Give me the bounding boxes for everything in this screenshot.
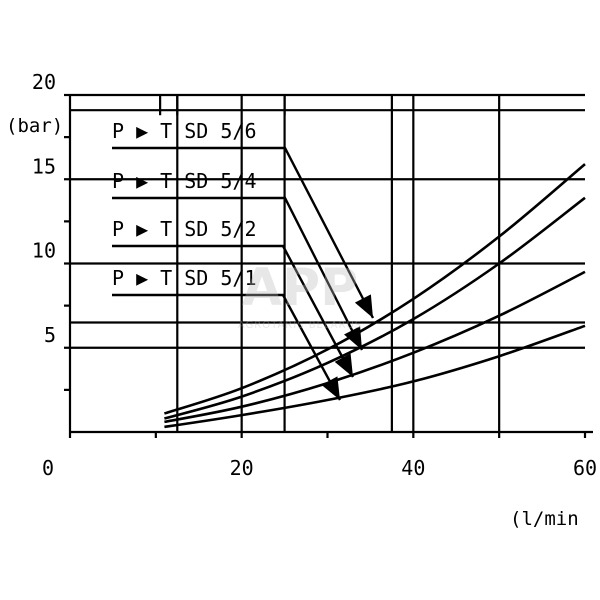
legend: P ▶ T SD 5/6 P ▶ T SD 5/4 P ▶ T SD 5/2 P ▶ … xyxy=(112,119,375,401)
legend-leader-1 xyxy=(112,146,375,319)
tick-labels: 5 10 15 20 0 20 40 60 xyxy=(32,70,597,480)
legend-label-3: P ▶ T SD 5/2 xyxy=(112,217,257,241)
y-axis-label: (bar) xyxy=(6,115,63,137)
axes xyxy=(64,93,593,438)
legend-leader-3 xyxy=(112,244,355,378)
legend-label-2: P ▶ T SD 5/4 xyxy=(112,169,257,193)
x-tick-label: 20 xyxy=(230,456,254,480)
series-line-2 xyxy=(164,196,586,420)
legend-label-1: P ▶ T SD 5/6 xyxy=(112,119,257,143)
y-tick-label: 10 xyxy=(32,239,56,263)
x-tick-label: 40 xyxy=(401,456,425,480)
legend-leader-2 xyxy=(112,196,364,351)
legend-leader-4 xyxy=(112,293,342,401)
x-tick-label: 60 xyxy=(573,456,597,480)
series-line-4 xyxy=(164,324,586,429)
legend-arrowhead-3 xyxy=(334,353,353,377)
legend-arrowhead-4 xyxy=(321,376,340,400)
series-line-3 xyxy=(164,270,586,424)
x-axis-label: (l/min xyxy=(510,508,579,530)
y-tick-label: 15 xyxy=(32,154,56,178)
y-tick-label: 20 xyxy=(32,70,56,94)
watermark: APP AGROTARIS BELARUS xyxy=(238,258,362,331)
x-tick-label: 0 xyxy=(42,456,54,480)
watermark-subtext: AGROTARIS BELARUS xyxy=(238,320,362,331)
legend-label-4: P ▶ T SD 5/1 xyxy=(112,266,257,290)
legend-arrowhead-1 xyxy=(354,294,373,318)
series-lines xyxy=(163,163,586,429)
series-line-1 xyxy=(163,163,586,415)
grid xyxy=(70,93,585,432)
legend-arrowhead-2 xyxy=(344,326,362,350)
watermark-logo: APP xyxy=(242,258,358,318)
y-tick-label: 5 xyxy=(44,323,56,347)
